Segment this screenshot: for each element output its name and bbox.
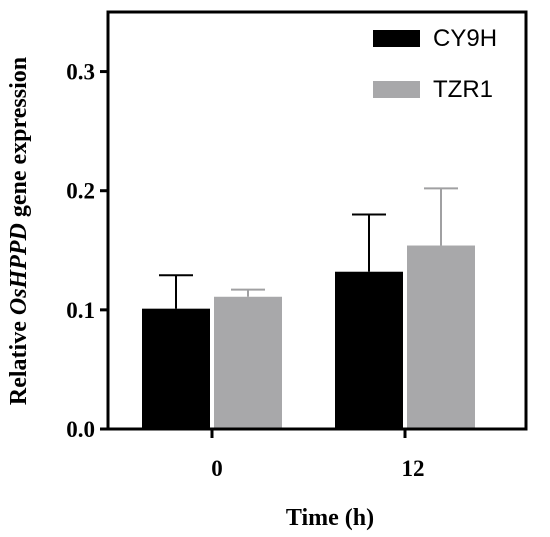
legend-label-TZR1: TZR1 (433, 76, 493, 103)
y-tick-label: 0.0 (66, 417, 95, 442)
bar-TZR1-0 (214, 296, 282, 429)
plot-frame (106, 10, 528, 431)
y-tick-label: 0.1 (66, 298, 95, 323)
y-tick-label: 0.2 (66, 179, 95, 204)
legend-label-CY9H: CY9H (433, 25, 497, 52)
bar-CY9H-0 (142, 308, 210, 429)
legend-swatch-CY9H (373, 30, 420, 47)
bar-CY9H-12 (335, 271, 403, 429)
y-axis-title: Relative OsHPPD gene expression (6, 57, 32, 405)
y-tick-label: 0.3 (66, 60, 95, 85)
plot-area: 0.0 0.1 0.2 0.3 0 12 (66, 10, 528, 481)
bar-TZR1-12 (407, 245, 475, 429)
x-tick-label: 12 (402, 456, 425, 481)
y-axis-title-gene: OsHPPD (6, 223, 32, 315)
legend-swatch-TZR1 (373, 81, 420, 98)
x-tick-label: 0 (211, 456, 223, 481)
y-axis-title-suffix: gene expression (6, 57, 32, 223)
x-axis-title: Time (h) (286, 505, 374, 531)
legend: CY9H TZR1 (373, 25, 497, 103)
y-axis-title-prefix: Relative (6, 315, 32, 405)
